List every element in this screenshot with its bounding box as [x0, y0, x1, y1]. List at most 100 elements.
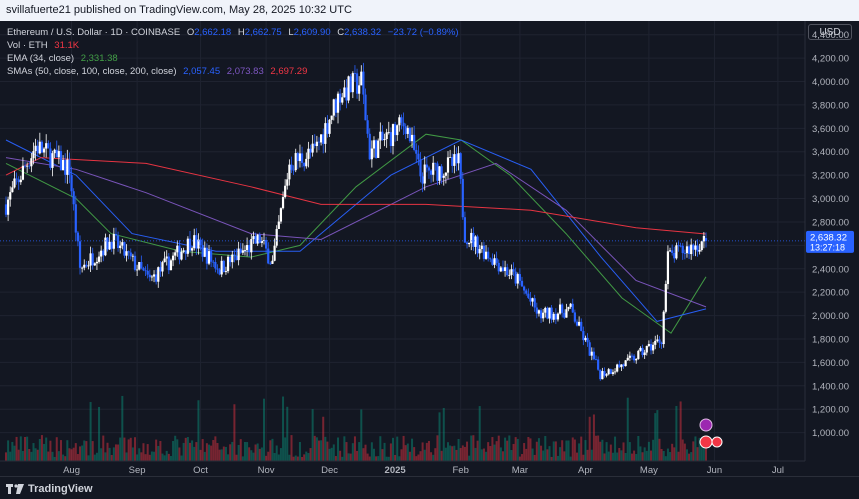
candle-body [148, 274, 151, 278]
volume-bar [176, 439, 179, 461]
candle-body [197, 239, 200, 249]
last-price-badge [806, 230, 854, 253]
candle-body [267, 248, 270, 264]
time-tick-label: Nov [258, 465, 275, 476]
volume-bar [554, 441, 557, 461]
candle-body [548, 307, 551, 319]
volume-bar [203, 451, 206, 461]
candle-body [493, 258, 496, 265]
volume-bar [303, 454, 306, 461]
candle-body [482, 245, 486, 259]
volume-bar [476, 440, 479, 461]
candle-body [229, 256, 232, 263]
candle-body [4, 204, 8, 215]
volume-bar [675, 405, 678, 461]
candle-body [656, 339, 659, 341]
candle-body [169, 260, 173, 271]
volume-bar [292, 456, 295, 461]
candle-body [427, 167, 431, 171]
candle-body [271, 260, 274, 264]
currency-button[interactable]: USD [808, 24, 852, 40]
volume-bar [381, 449, 384, 461]
volume-bar [482, 448, 485, 461]
volume-bar [529, 438, 532, 461]
volume-bar [559, 447, 562, 461]
volume-bar [440, 450, 443, 461]
volume-bar [167, 453, 170, 461]
candle-body [503, 267, 507, 272]
candle-body [328, 119, 331, 134]
volume-bar [193, 446, 196, 461]
candle-body [698, 249, 701, 252]
volume-bar [480, 449, 483, 461]
volume-bar [512, 443, 515, 461]
volume-bar [425, 442, 428, 461]
sma200-value: 2,697.29 [270, 66, 308, 77]
volume-bar [195, 442, 198, 461]
candle-body [586, 337, 589, 343]
candle-body [269, 263, 272, 265]
candle-body [53, 149, 56, 154]
volume-bar [415, 456, 418, 461]
price-tick-label: 1,800.00 [812, 334, 849, 345]
price-chart[interactable]: 1,000.00 1,200.00 1,400.00 1,600.00 1,800.00… [0, 21, 859, 477]
candle-body [527, 293, 530, 298]
candle-body [91, 253, 94, 266]
volume-bar [229, 444, 232, 461]
candle-body [237, 248, 240, 261]
volume-bar [114, 444, 117, 461]
candle-body [248, 245, 251, 253]
candle-body [647, 344, 651, 346]
volume-bar [650, 450, 653, 461]
time-tick-label: Feb [452, 465, 468, 476]
candle-body [495, 258, 498, 263]
publish-bar: svillafuerte21 published on TradingView.… [0, 0, 859, 21]
volume-bar [470, 435, 473, 461]
candle-body [630, 355, 634, 357]
candle-body [546, 307, 549, 319]
volume-bar [199, 449, 202, 461]
candle-body [438, 166, 441, 181]
volume-bar [317, 440, 320, 461]
volume-bar [690, 452, 693, 461]
candle-body [203, 247, 206, 257]
price-tick-label: 3,000.00 [812, 194, 849, 205]
candle-body [681, 245, 684, 254]
candle-body [15, 178, 18, 180]
candle-body [7, 199, 10, 215]
volume-value: 31.1K [54, 40, 80, 51]
time-tick-label: Aug [63, 465, 80, 476]
candle-body [415, 149, 418, 154]
candle-body [59, 151, 63, 171]
candle-body [662, 311, 665, 345]
candle-body [480, 245, 483, 250]
candle-body [125, 251, 128, 256]
candle-body [455, 154, 458, 164]
volume-bar [506, 440, 509, 461]
time-tick-label: May [640, 465, 658, 476]
candle-body [552, 313, 555, 320]
candle-body [171, 255, 175, 261]
volume-bar [53, 456, 56, 461]
volume-bar [252, 452, 255, 461]
candle-body [529, 297, 532, 302]
candle-body [298, 153, 302, 162]
candle-body [28, 165, 31, 167]
candle-body [542, 312, 545, 319]
volume-bar [626, 397, 629, 461]
volume-bar [366, 453, 369, 461]
candle-body [383, 139, 386, 141]
price-tick-label: 3,400.00 [812, 147, 849, 158]
price-tick-label: 3,600.00 [812, 124, 849, 135]
volume-bar [220, 449, 223, 461]
candle-body [45, 143, 48, 149]
legend-ema: EMA (34, close) 2,331.38 [7, 53, 118, 64]
volume-bar [571, 437, 574, 461]
volume-bar [588, 416, 591, 461]
volume-bar [578, 443, 581, 461]
volume-bar [645, 450, 648, 461]
volume-bar [246, 442, 249, 461]
candle-body [68, 159, 71, 176]
volume-bar [601, 439, 604, 461]
